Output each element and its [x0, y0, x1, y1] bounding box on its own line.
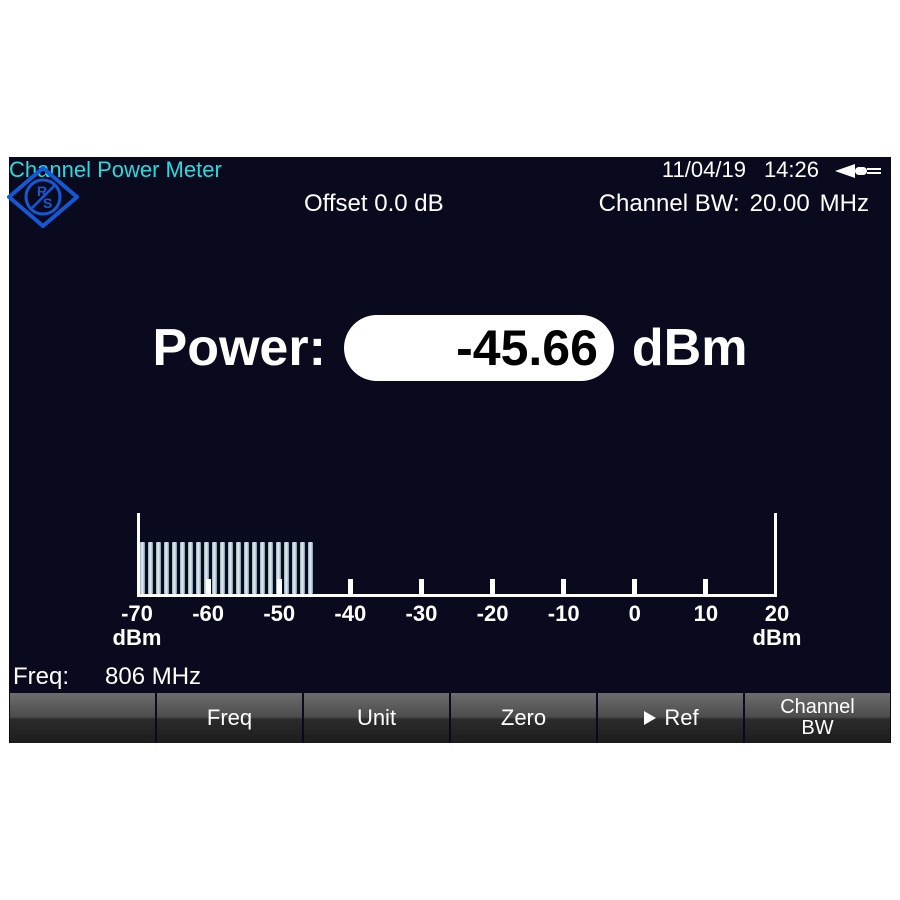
- scale-tick: [206, 579, 211, 597]
- instrument-screen: Channel Power Meter 11/04/19 14:26 R S: [9, 157, 891, 743]
- brand-logo-icon: R S: [7, 166, 79, 228]
- scale-tick: [277, 579, 282, 597]
- freq-label: Freq:: [13, 663, 69, 691]
- datetime: 11/04/19 14:26: [662, 157, 825, 183]
- scale-baseline: [137, 594, 777, 597]
- softkey-zero[interactable]: Zero: [451, 693, 596, 743]
- scale-tick: [490, 579, 495, 597]
- scale-tick-label: -10: [548, 601, 580, 627]
- softkey-freq[interactable]: Freq: [157, 693, 302, 743]
- softkey-label: Channel BW: [780, 697, 855, 739]
- channel-bw-label: Channel BW:: [599, 190, 740, 218]
- bargraph-fill: [140, 542, 313, 594]
- power-bargraph: -70-60-50-40-30-20-1001020dBmdBm: [137, 505, 777, 645]
- offset-label: Offset: [304, 190, 368, 217]
- softkey-label: Zero: [501, 706, 546, 729]
- time-text: 14:26: [764, 157, 819, 183]
- scale-tick-label: -40: [334, 601, 366, 627]
- scale-unit-left: dBm: [113, 625, 162, 651]
- scale-unit-right: dBm: [753, 625, 802, 651]
- play-icon: [642, 710, 658, 726]
- scale-tick-label: 0: [629, 601, 641, 627]
- main-area: Power: -45.66 dBm -70 -60 -50 -40 -30 -20 -10 0…: [9, 225, 891, 743]
- softkey-1[interactable]: [10, 693, 155, 743]
- scale-tick: [632, 579, 637, 597]
- power-reading: Power: -45.66 dBm: [9, 315, 891, 381]
- power-label: Power:: [153, 318, 326, 378]
- date-text: 11/04/19: [662, 157, 746, 183]
- power-unit: dBm: [632, 318, 748, 378]
- scale-tick-label: -50: [263, 601, 295, 627]
- offset-readout: Offset 0.0 dB: [79, 190, 599, 218]
- softkey-ref[interactable]: Ref: [598, 693, 743, 743]
- scale-tick-label: -20: [477, 601, 509, 627]
- scale-tick-label: -60: [192, 601, 224, 627]
- scale-tick: [561, 579, 566, 597]
- softkey-label: Unit: [357, 706, 396, 729]
- svg-text:S: S: [43, 195, 52, 211]
- softkey-channel-bw[interactable]: Channel BW: [745, 693, 890, 743]
- freq-readout: Freq: 806 MHz: [9, 663, 201, 691]
- channel-bw-readout: Channel BW: 20.00 MHz: [599, 190, 891, 218]
- scale-tick-label: 20: [765, 601, 789, 627]
- scale-tick: [348, 579, 353, 597]
- channel-bw-unit: MHz: [820, 190, 869, 218]
- scale-tick-label: -30: [406, 601, 438, 627]
- softkey-label: Freq: [207, 706, 252, 729]
- freq-value: 806 MHz: [105, 663, 201, 691]
- channel-bw-value: 20.00: [750, 190, 810, 218]
- power-value-pill[interactable]: -45.66: [344, 315, 614, 381]
- softkey-label: Ref: [664, 706, 698, 729]
- offset-value: 0.0 dB: [374, 190, 443, 217]
- scale-end-right: [774, 513, 777, 597]
- power-plug-icon: [835, 161, 887, 181]
- title-bar: Channel Power Meter 11/04/19 14:26: [9, 157, 891, 183]
- scale-tick: [419, 579, 424, 597]
- scale-tick-label: -70: [121, 601, 153, 627]
- softkey-bar: Freq Unit Zero Ref Channel BW: [9, 693, 891, 743]
- scale-tick: [703, 579, 708, 597]
- power-value: -45.66: [456, 319, 598, 377]
- scale-tick-label: 10: [694, 601, 718, 627]
- info-row: R S Offset 0.0 dB Channel BW: 20.00 MHz: [9, 183, 891, 225]
- softkey-unit[interactable]: Unit: [304, 693, 449, 743]
